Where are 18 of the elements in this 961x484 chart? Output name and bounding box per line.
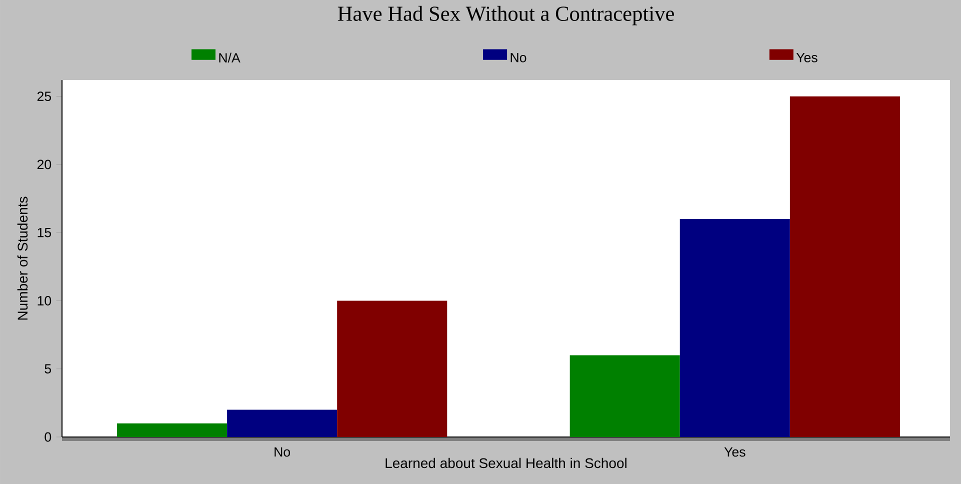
y-axis-title: Number of Students [17,196,28,320]
legend-label: No [510,52,526,62]
bar [680,218,790,437]
bar [790,96,900,437]
y-tick-label: 15 [38,228,52,238]
y-tick-label: 25 [37,92,52,102]
y-tick-label: 0 [44,432,52,442]
legend-label: N/A [219,52,240,63]
y-tick-label: 20 [37,160,52,170]
bar [570,355,680,437]
bar [227,410,338,437]
legend-label: Yes [796,52,818,62]
y-tick-label: 10 [38,296,52,306]
chart-title: Have Had Sex Without a Contraceptive [338,6,674,26]
bar [117,423,228,437]
x-axis-title: Learned about Sexual Health in School [386,458,626,468]
y-tick-label: 5 [44,364,52,374]
bar [337,300,448,437]
